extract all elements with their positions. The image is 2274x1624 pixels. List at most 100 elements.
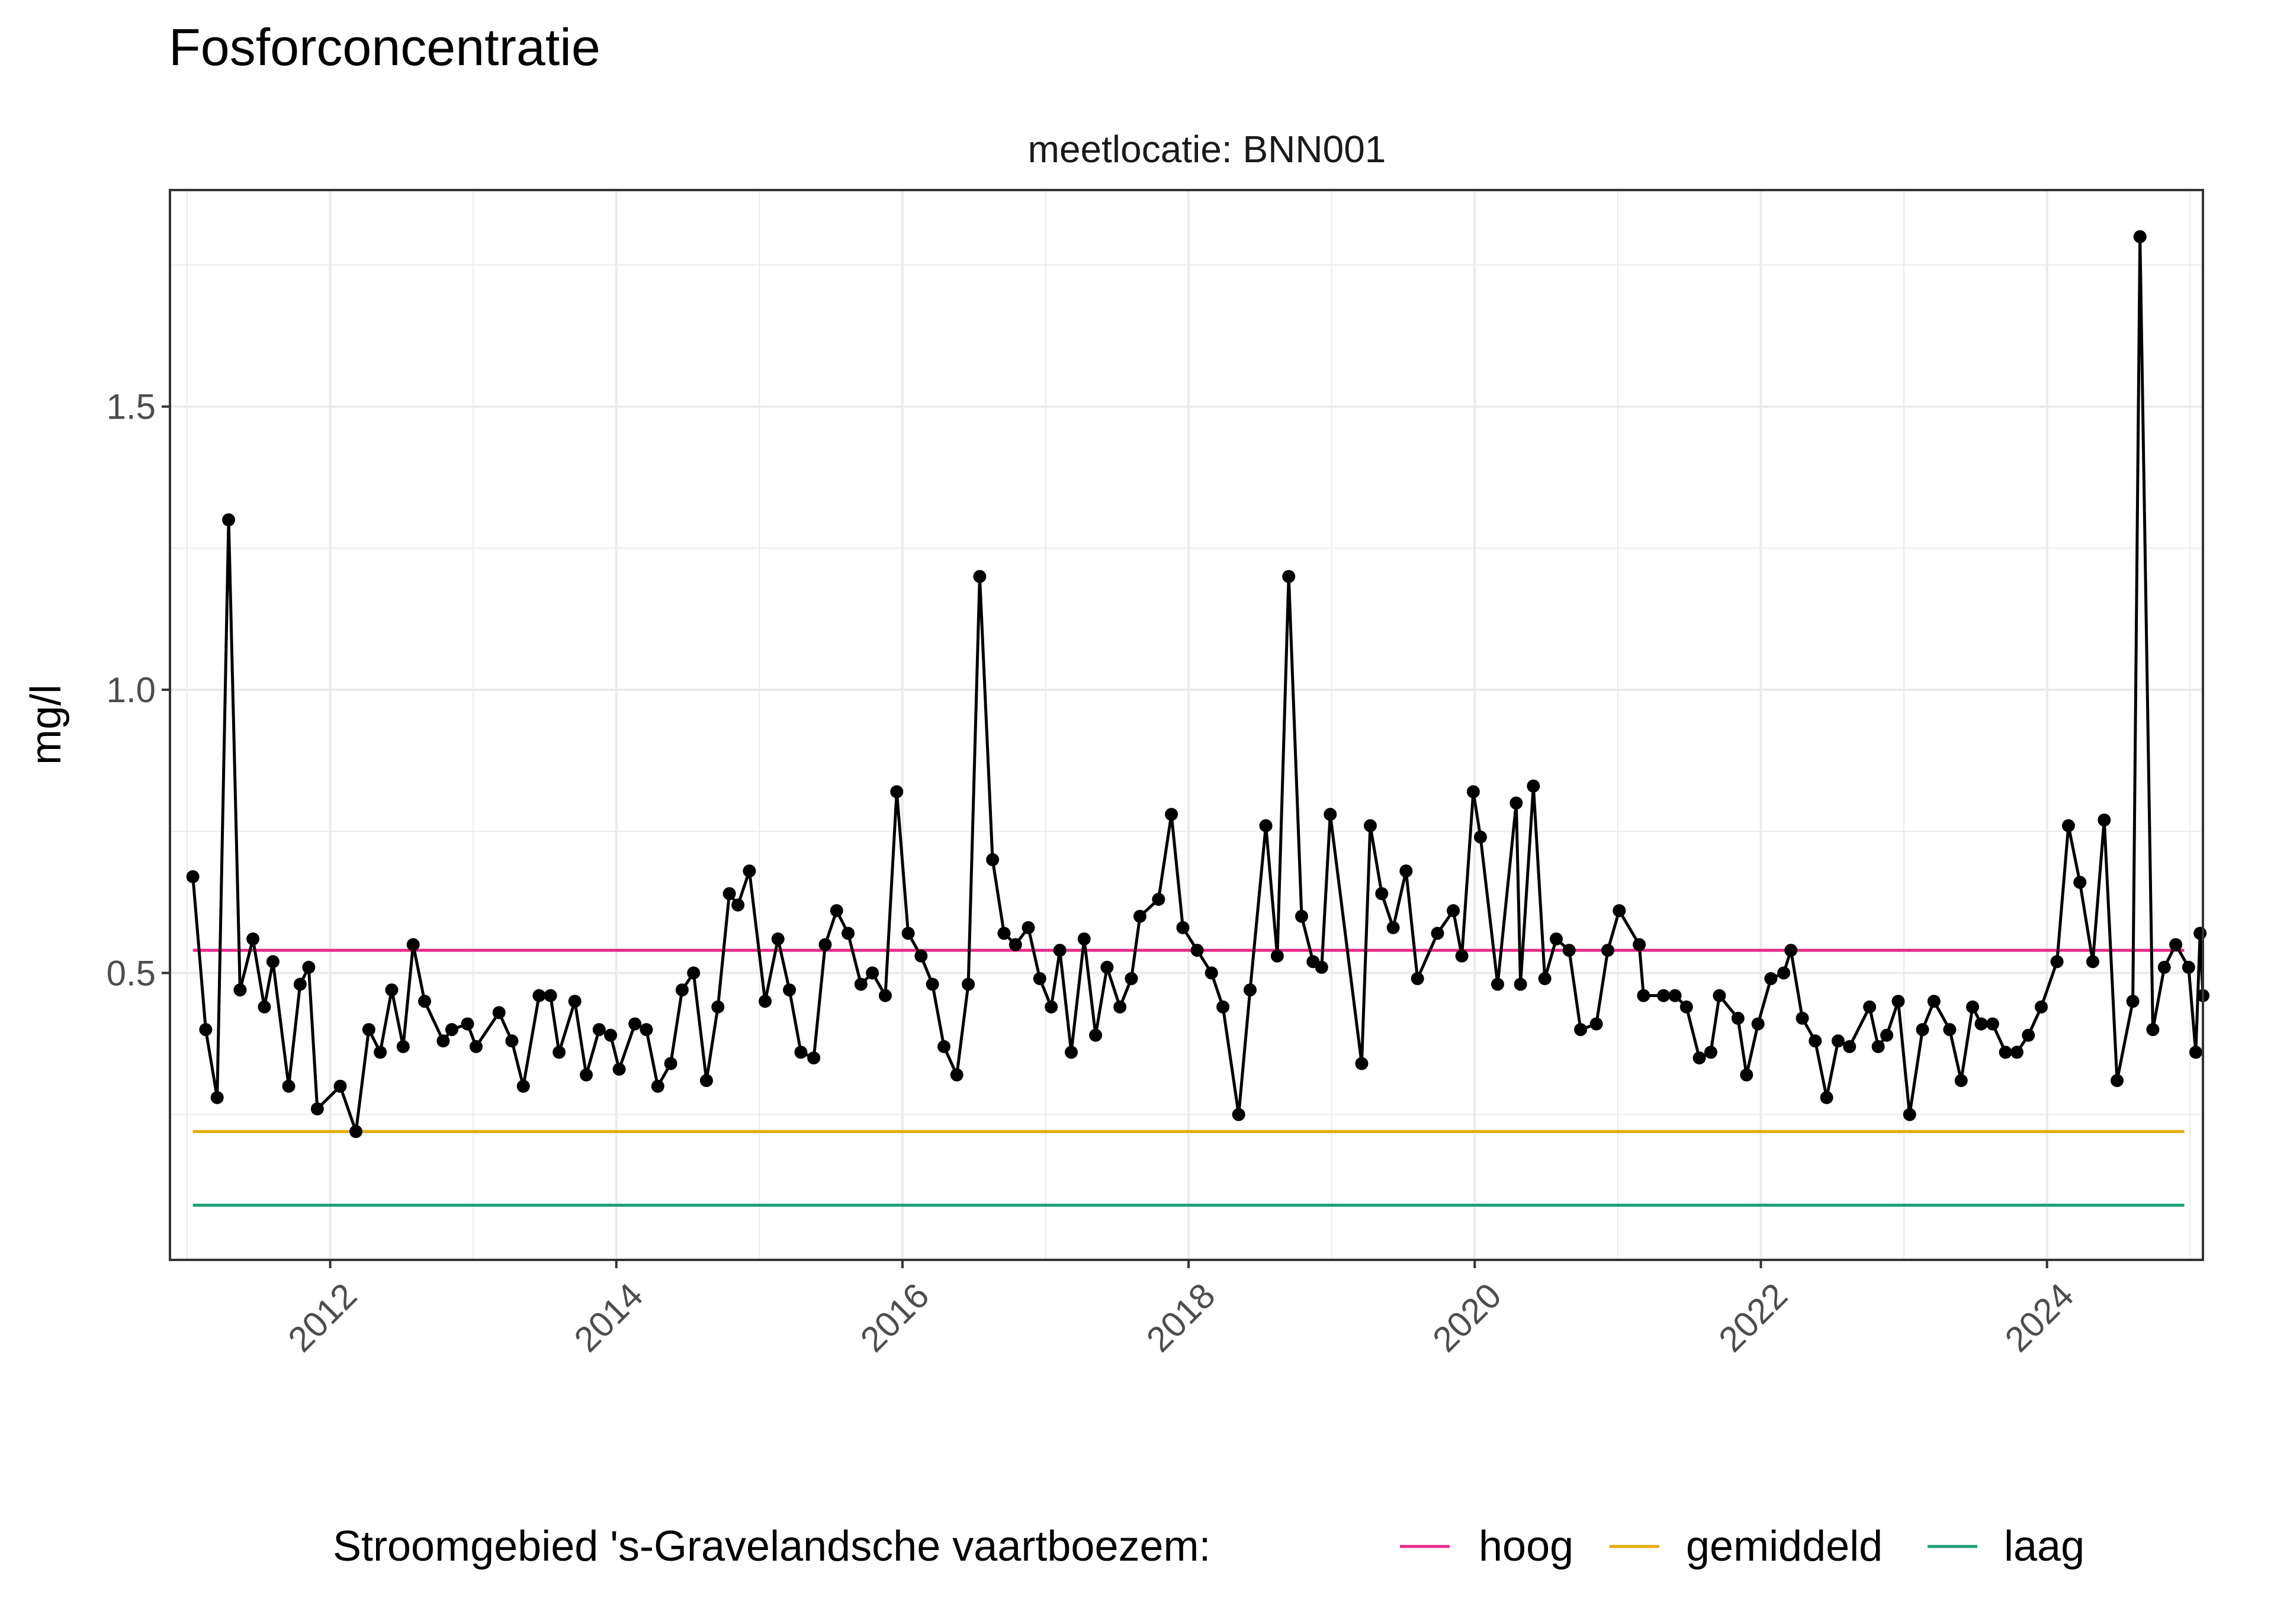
grid-minor bbox=[170, 190, 2203, 1260]
x-tick-label: 2014 bbox=[567, 1275, 651, 1359]
data-point bbox=[1324, 808, 1337, 821]
data-point bbox=[1509, 796, 1523, 810]
data-point bbox=[699, 1074, 713, 1088]
data-point bbox=[544, 989, 557, 1002]
data-point bbox=[1657, 989, 1671, 1002]
data-point bbox=[1244, 983, 1257, 997]
x-tick-label: 2016 bbox=[853, 1275, 937, 1359]
data-point bbox=[1679, 1000, 1693, 1014]
data-point bbox=[2098, 813, 2111, 827]
grid-major bbox=[170, 190, 2203, 1260]
data-point bbox=[2189, 1046, 2202, 1059]
data-point bbox=[1916, 1023, 1929, 1037]
data-point bbox=[1008, 938, 1022, 951]
data-point bbox=[1259, 819, 1273, 832]
data-point bbox=[1589, 1017, 1603, 1031]
data-point bbox=[310, 1102, 324, 1115]
data-point bbox=[2126, 995, 2140, 1008]
data-point bbox=[1125, 972, 1138, 985]
data-point bbox=[731, 898, 745, 912]
reference-lines bbox=[192, 948, 2185, 1207]
data-point bbox=[1574, 1023, 1588, 1037]
data-point bbox=[1514, 977, 1527, 991]
data-point bbox=[374, 1046, 387, 1059]
data-point bbox=[1562, 944, 1576, 957]
chart-title: Fosforconcentratie bbox=[169, 18, 600, 76]
data-point bbox=[1113, 1000, 1127, 1014]
data-point bbox=[771, 932, 785, 946]
data-point bbox=[807, 1051, 821, 1065]
data-point bbox=[2157, 960, 2171, 974]
data-point bbox=[1891, 995, 1905, 1008]
x-tick-label: 2024 bbox=[1997, 1275, 2082, 1359]
data-point bbox=[2050, 955, 2064, 969]
data-point bbox=[1053, 944, 1067, 957]
data-point bbox=[1831, 1034, 1845, 1048]
data-point bbox=[2061, 819, 2075, 832]
data-point bbox=[492, 1006, 506, 1020]
x-tick-label: 2018 bbox=[1139, 1275, 1223, 1359]
data-point bbox=[1431, 927, 1444, 940]
x-tick-label: 2012 bbox=[281, 1275, 365, 1359]
data-point bbox=[470, 1040, 483, 1053]
data-point bbox=[1065, 1046, 1078, 1059]
data-point bbox=[186, 870, 200, 883]
data-point bbox=[362, 1023, 375, 1037]
data-point bbox=[937, 1040, 951, 1053]
data-point bbox=[222, 513, 236, 527]
data-point bbox=[210, 1091, 224, 1104]
data-point bbox=[628, 1017, 642, 1031]
data-point bbox=[246, 932, 260, 946]
data-point bbox=[1903, 1108, 1916, 1121]
data-point bbox=[1713, 989, 1726, 1002]
data-point bbox=[1538, 972, 1552, 985]
data-point bbox=[1843, 1040, 1857, 1053]
data-point bbox=[2133, 230, 2147, 243]
data-point bbox=[743, 864, 756, 878]
data-point bbox=[1871, 1040, 1885, 1053]
data-point bbox=[532, 989, 546, 1002]
data-point bbox=[711, 1000, 725, 1014]
data-point bbox=[1165, 808, 1178, 821]
data-point bbox=[1282, 570, 1296, 583]
data-point bbox=[1764, 972, 1778, 985]
data-point bbox=[1216, 1000, 1230, 1014]
data-point bbox=[2169, 938, 2183, 951]
data-point bbox=[385, 983, 399, 997]
data-point bbox=[1315, 960, 1328, 974]
x-tick-label: 2020 bbox=[1425, 1275, 1509, 1359]
data-point bbox=[396, 1040, 410, 1053]
data-point bbox=[1809, 1034, 1822, 1048]
data-point bbox=[675, 983, 689, 997]
data-point bbox=[436, 1034, 450, 1048]
data-point bbox=[1295, 909, 1308, 923]
legend-label-gemiddeld: gemiddeld bbox=[1686, 1523, 1883, 1570]
data-point bbox=[2010, 1046, 2024, 1059]
data-point bbox=[1473, 830, 1487, 844]
data-point bbox=[1550, 932, 1563, 946]
data-point bbox=[1704, 1046, 1717, 1059]
data-point bbox=[1386, 921, 1400, 934]
y-tick-label: 0.5 bbox=[107, 953, 156, 993]
data-point bbox=[1363, 819, 1377, 832]
panel-border bbox=[169, 189, 2204, 1261]
y-tick-label: 1.5 bbox=[107, 387, 156, 427]
data-point bbox=[1966, 1000, 1980, 1014]
data-point bbox=[1927, 995, 1941, 1008]
data-point bbox=[1784, 944, 1798, 957]
data-point bbox=[282, 1079, 296, 1093]
data-point bbox=[1077, 932, 1091, 946]
data-point bbox=[293, 977, 307, 991]
data-point bbox=[986, 853, 1000, 867]
data-point bbox=[1089, 1028, 1103, 1042]
data-point bbox=[759, 995, 772, 1008]
data-point bbox=[950, 1068, 963, 1082]
data-point bbox=[1740, 1068, 1753, 1082]
data-point bbox=[1668, 989, 1682, 1002]
legend-label-laag: laag bbox=[2004, 1523, 2084, 1570]
data-point bbox=[1527, 779, 1540, 793]
data-point bbox=[1692, 1051, 1706, 1065]
data-point bbox=[866, 966, 879, 980]
data-point bbox=[349, 1125, 363, 1139]
data-point bbox=[1232, 1108, 1245, 1121]
